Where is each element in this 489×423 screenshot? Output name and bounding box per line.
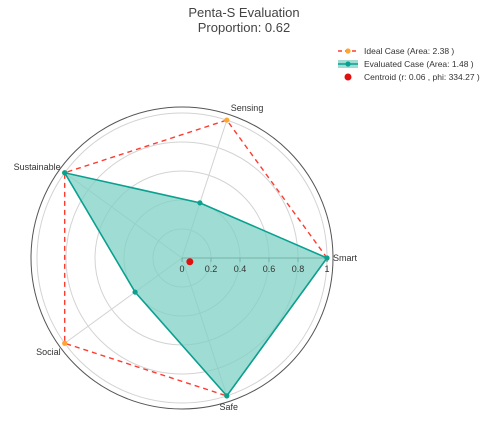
series-ideal-case-point-sensing (224, 117, 230, 123)
legend-label: Evaluated Case (Area: 1.48 ) (364, 59, 474, 69)
series-evaluated-case-point-sustainable (62, 170, 68, 176)
series-ideal-case-line (63, 119, 328, 397)
legend-item-centroid[interactable]: Centroid (r: 0.06 , phi: 334.27 ) (344, 72, 480, 82)
legend-item-evaluated-case[interactable]: Evaluated Case (Area: 1.48 ) (338, 59, 474, 69)
axis-label-sensing: Sensing (231, 103, 264, 113)
radar-outer-frame (30, 106, 334, 410)
axis-label-social: Social (36, 347, 61, 357)
legend-swatch-centroid (344, 73, 352, 81)
radial-tick-label: 0 (179, 264, 184, 274)
legend-label: Ideal Case (Area: 2.38 ) (364, 46, 454, 56)
series-evaluated-case-area (63, 171, 329, 398)
chart-legend[interactable]: Ideal Case (Area: 2.38 ) Evaluated Case (… (338, 46, 480, 82)
chart-title: Penta-S Evaluation (188, 5, 299, 20)
radial-tick-label: 0.6 (263, 264, 276, 274)
chart-subtitle: Proportion: 0.62 (198, 20, 291, 35)
radial-tick-label: 0.4 (234, 264, 247, 274)
axis-label-sustainable: Sustainable (14, 162, 61, 172)
radial-tick-label: 0.2 (205, 264, 218, 274)
series-evaluated-case-point-social (132, 289, 138, 295)
legend-label: Centroid (r: 0.06 , phi: 334.27 ) (364, 72, 480, 82)
series-ideal-case-point-social (62, 340, 68, 346)
axis-label-smart: Smart (333, 253, 358, 263)
centroid-point (186, 258, 194, 266)
radar-series (62, 117, 330, 399)
axis-label-safe: Safe (220, 402, 239, 412)
series-evaluated-case-point-smart (324, 255, 330, 261)
series-evaluated-case-point-safe (224, 393, 230, 399)
radar-labels: 0 0.2 0.4 0.6 0.8 1 Smart Sensing Sustainable Soc… (14, 103, 358, 412)
series-evaluated-case-point-sensing (197, 200, 203, 206)
legend-swatch-evaluated-marker (345, 61, 351, 67)
legend-swatch-ideal-marker (345, 48, 351, 54)
radial-tick-label: 0.8 (292, 264, 305, 274)
radial-tick-label: 1 (324, 264, 329, 274)
legend-item-ideal-case[interactable]: Ideal Case (Area: 2.38 ) (338, 46, 454, 56)
